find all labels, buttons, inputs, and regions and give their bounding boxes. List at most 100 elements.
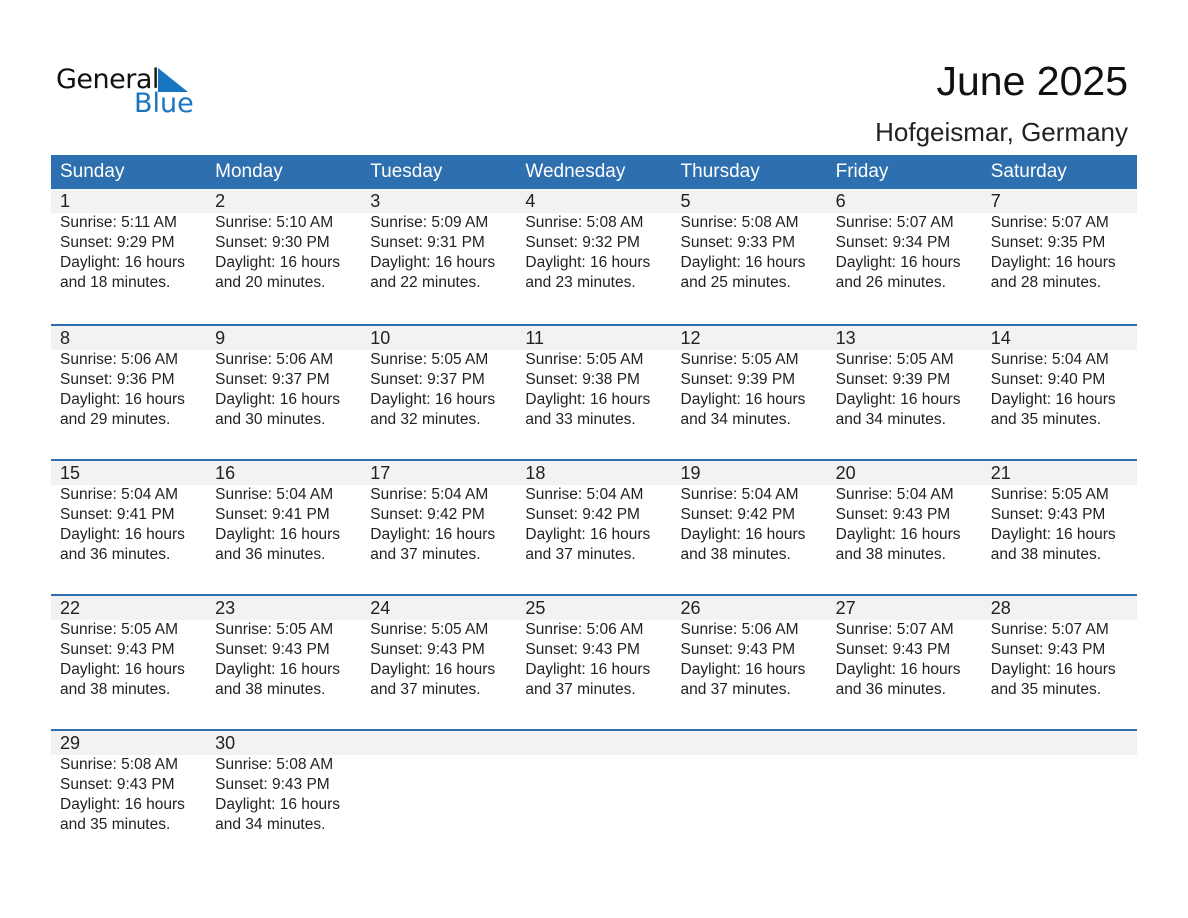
sunrise-text: Sunrise: 5:05 AM	[215, 621, 334, 638]
sunset-text: Sunset: 9:30 PM	[215, 234, 330, 251]
daylight-text: Daylight: 16 hours	[370, 391, 496, 408]
day-cell: 27 Sunrise: 5:07 AM Sunset: 9:43 PM Dayligh…	[827, 596, 982, 700]
daylight-minutes-text: and 22 minutes.	[370, 274, 481, 291]
sunrise-text: Sunrise: 5:05 AM	[370, 351, 489, 368]
daylight-minutes-text: and 35 minutes.	[60, 816, 171, 833]
day-cell: 29 Sunrise: 5:08 AM Sunset: 9:43 PM Dayligh…	[51, 731, 206, 835]
sunrise-text: Sunrise: 5:06 AM	[525, 621, 644, 638]
day-cell: 17 Sunrise: 5:04 AM Sunset: 9:42 PM Dayligh…	[361, 461, 516, 565]
day-cell: 11 Sunrise: 5:05 AM Sunset: 9:38 PM Dayligh…	[516, 326, 671, 430]
day-number: 4	[525, 191, 536, 211]
sunset-text: Sunset: 9:43 PM	[370, 641, 485, 658]
sunrise-text: Sunrise: 5:08 AM	[680, 214, 799, 231]
day-number: 23	[215, 598, 236, 618]
daylight-minutes-text: and 37 minutes.	[370, 681, 481, 698]
day-cell: 3 Sunrise: 5:09 AM Sunset: 9:31 PM Daylight…	[361, 189, 516, 293]
daylight-minutes-text: and 28 minutes.	[990, 274, 1102, 291]
logo-text-general: General	[56, 64, 159, 95]
sunrise-text: Sunrise: 5:04 AM	[370, 486, 489, 503]
day-cell: 2 Sunrise: 5:10 AM Sunset: 9:30 PM Daylight…	[206, 189, 361, 293]
sunrise-text: Sunrise: 5:06 AM	[680, 621, 799, 638]
day-number: 16	[215, 463, 236, 483]
day-number-band	[51, 596, 1137, 620]
sunrise-text: Sunrise: 5:04 AM	[835, 486, 954, 503]
day-number: 20	[835, 463, 856, 483]
sunset-text: Sunset: 9:42 PM	[525, 506, 640, 523]
day-cell: 13 Sunrise: 5:05 AM Sunset: 9:39 PM Dayligh…	[827, 326, 982, 430]
logo-triangle-icon	[158, 68, 188, 92]
day-number: 11	[525, 328, 545, 348]
sunset-text: Sunset: 9:43 PM	[60, 641, 175, 658]
day-number: 19	[680, 463, 701, 483]
daylight-text: Daylight: 16 hours	[525, 391, 651, 408]
sunset-text: Sunset: 9:35 PM	[990, 234, 1106, 251]
logo-text-blue: Blue	[134, 88, 194, 119]
sunset-text: Sunset: 9:43 PM	[525, 641, 640, 658]
day-number: 28	[990, 598, 1011, 618]
daylight-minutes-text: and 37 minutes.	[525, 546, 636, 563]
daylight-minutes-text: and 35 minutes.	[990, 681, 1102, 698]
day-number: 12	[680, 328, 701, 348]
weekday-wednesday: Wednesday	[525, 161, 626, 182]
day-number: 22	[60, 598, 81, 618]
day-number: 29	[60, 733, 81, 753]
daylight-text: Daylight: 16 hours	[525, 254, 651, 271]
daylight-minutes-text: and 23 minutes.	[525, 274, 636, 291]
sunset-text: Sunset: 9:29 PM	[60, 234, 175, 251]
day-cell: 1 Sunrise: 5:11 AM Sunset: 9:29 PM Daylight…	[51, 189, 206, 293]
sunset-text: Sunset: 9:34 PM	[835, 234, 951, 251]
day-number: 15	[60, 463, 81, 483]
daylight-text: Daylight: 16 hours	[835, 254, 961, 271]
sunrise-text: Sunrise: 5:04 AM	[60, 486, 179, 503]
weekday-monday: Monday	[215, 161, 283, 182]
daylight-text: Daylight: 16 hours	[215, 796, 341, 813]
day-number: 24	[370, 598, 391, 618]
sunset-text: Sunset: 9:38 PM	[525, 371, 640, 388]
week-row: 29 Sunrise: 5:08 AM Sunset: 9:43 PM Dayligh…	[51, 729, 1137, 864]
daylight-text: Daylight: 16 hours	[680, 661, 806, 678]
daylight-text: Daylight: 16 hours	[370, 661, 496, 678]
daylight-text: Daylight: 16 hours	[525, 526, 651, 543]
day-number: 13	[835, 328, 856, 348]
daylight-text: Daylight: 16 hours	[60, 661, 185, 678]
daylight-minutes-text: and 36 minutes.	[215, 546, 326, 563]
day-cell: 28 Sunrise: 5:07 AM Sunset: 9:43 PM Dayligh…	[982, 596, 1137, 700]
sunset-text: Sunset: 9:33 PM	[680, 234, 796, 251]
weekday-friday: Friday	[835, 161, 889, 182]
week-row: 1 Sunrise: 5:11 AM Sunset: 9:29 PM Daylight…	[51, 189, 1137, 324]
sunrise-text: Sunrise: 5:04 AM	[215, 486, 334, 503]
daylight-minutes-text: and 33 minutes.	[525, 411, 636, 428]
day-number: 21	[990, 463, 1011, 483]
daylight-text: Daylight: 16 hours	[370, 526, 496, 543]
sunrise-text: Sunrise: 5:06 AM	[215, 351, 334, 368]
daylight-text: Daylight: 16 hours	[990, 661, 1116, 678]
daylight-minutes-text: and 38 minutes.	[60, 681, 171, 698]
day-number: 18	[525, 463, 546, 483]
daylight-text: Daylight: 16 hours	[215, 661, 341, 678]
daylight-minutes-text: and 34 minutes.	[835, 411, 946, 428]
sunset-text: Sunset: 9:43 PM	[680, 641, 796, 658]
sunrise-text: Sunrise: 5:07 AM	[835, 214, 954, 231]
daylight-minutes-text: and 37 minutes.	[370, 546, 481, 563]
day-cell: 5 Sunrise: 5:08 AM Sunset: 9:33 PM Daylight…	[672, 189, 827, 293]
day-number: 3	[370, 191, 381, 211]
sunrise-text: Sunrise: 5:04 AM	[680, 486, 799, 503]
day-number-band	[51, 326, 1137, 350]
sunset-text: Sunset: 9:43 PM	[60, 776, 175, 793]
daylight-minutes-text: and 25 minutes.	[680, 274, 791, 291]
weekday-header: Sunday Monday Tuesday Wednesday Thursday Frid…	[51, 155, 1137, 189]
week-row: 15 Sunrise: 5:04 AM Sunset: 9:41 PM Dayligh…	[51, 459, 1137, 594]
daylight-text: Daylight: 16 hours	[60, 391, 185, 408]
day-number: 10	[370, 328, 391, 348]
daylight-minutes-text: and 29 minutes.	[60, 411, 171, 428]
daylight-minutes-text: and 32 minutes.	[370, 411, 481, 428]
sunrise-text: Sunrise: 5:09 AM	[370, 214, 489, 231]
sunset-text: Sunset: 9:43 PM	[990, 641, 1106, 658]
sunset-text: Sunset: 9:36 PM	[60, 371, 175, 388]
daylight-minutes-text: and 30 minutes.	[215, 411, 326, 428]
week-row: 8 Sunrise: 5:06 AM Sunset: 9:36 PM Daylight…	[51, 324, 1137, 459]
page-title: June 2025	[936, 58, 1128, 104]
calendar: Sunday Monday Tuesday Wednesday Thursday Frid…	[51, 155, 1137, 864]
daylight-minutes-text: and 34 minutes.	[215, 816, 326, 833]
sunset-text: Sunset: 9:43 PM	[215, 776, 330, 793]
